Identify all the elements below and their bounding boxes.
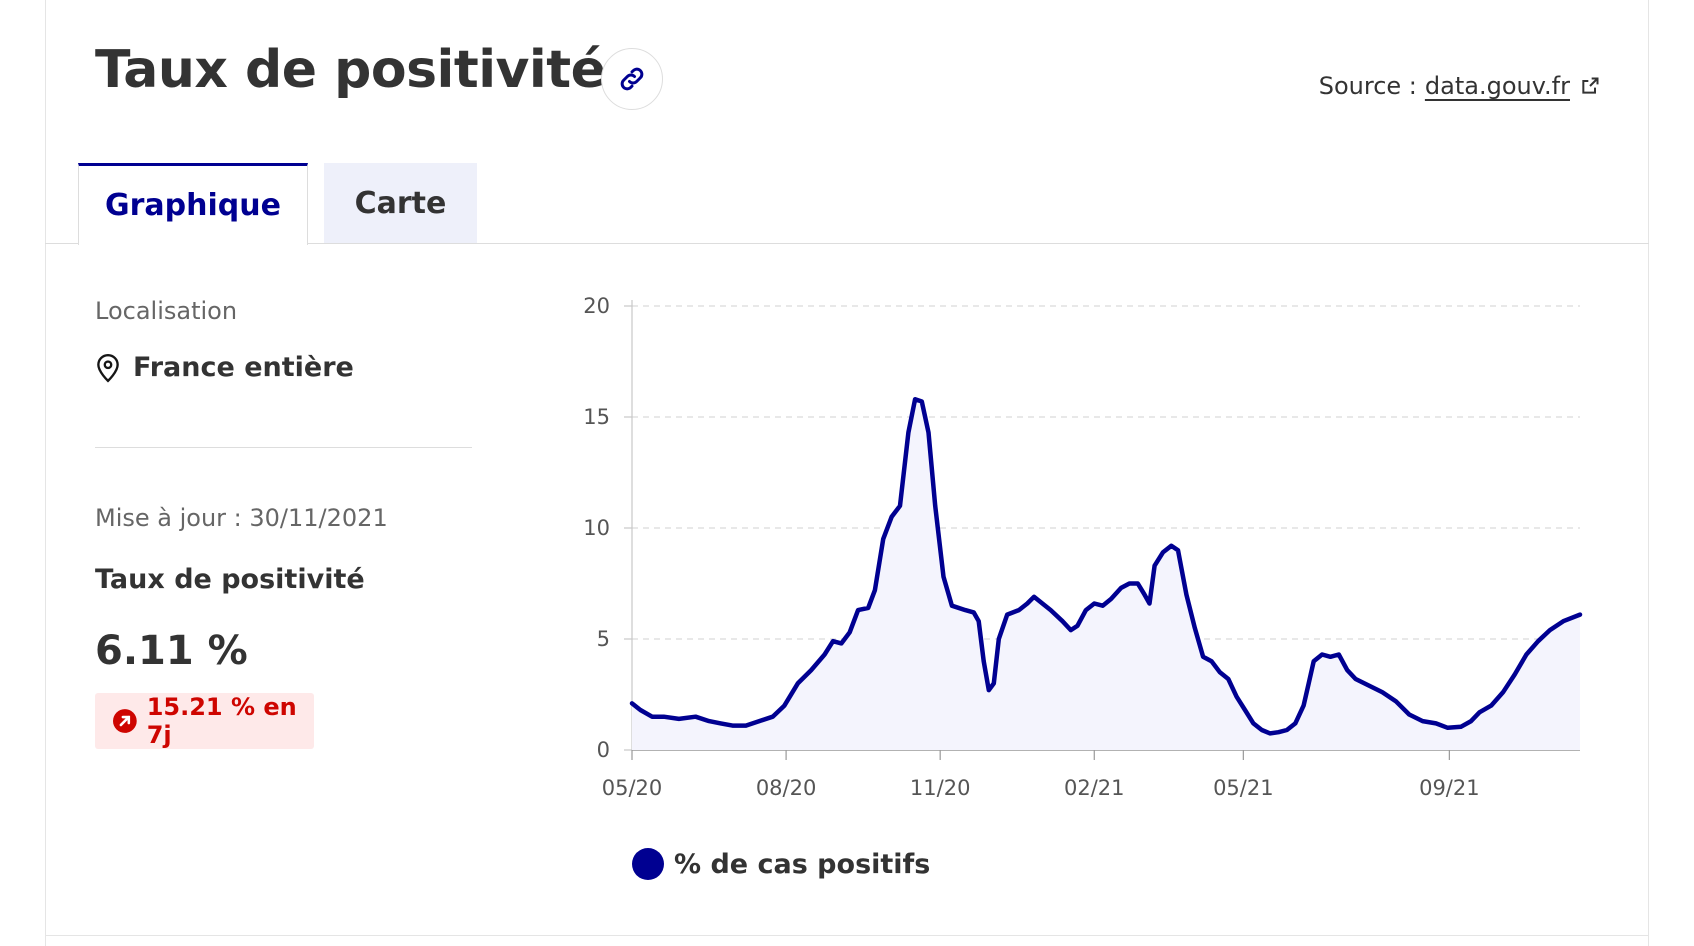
- page-title: Taux de positivité: [95, 40, 606, 100]
- y-tick-label: 10: [583, 516, 610, 540]
- source-link-text: data.gouv.fr: [1424, 72, 1570, 100]
- tabs-baseline: [45, 243, 1649, 244]
- series-line: [629, 396, 1583, 736]
- map-pin-icon: [97, 353, 119, 382]
- x-tick-label: 08/20: [756, 776, 817, 800]
- legend-swatch: [632, 848, 664, 880]
- sidebar-divider: [95, 447, 472, 448]
- card-bottom-border: [45, 935, 1649, 936]
- source-attribution: Source : data.gouv.fr: [1319, 72, 1600, 100]
- copy-link-button[interactable]: [601, 48, 663, 110]
- location-selector[interactable]: France entière: [95, 352, 354, 383]
- x-tick-label: 09/21: [1419, 776, 1480, 800]
- x-tick-label: 05/21: [1213, 776, 1274, 800]
- y-tick-label: 15: [583, 405, 610, 429]
- indicator-card: [45, 0, 1649, 946]
- link-icon: [620, 67, 644, 91]
- x-tick-label: 02/21: [1064, 776, 1125, 800]
- trend-badge: 15.21 % en 7j: [95, 693, 314, 749]
- tab-graphique[interactable]: Graphique: [78, 163, 308, 245]
- y-tick-label: 5: [597, 627, 610, 651]
- indicator-label: Taux de positivité: [95, 564, 365, 595]
- source-link[interactable]: data.gouv.fr: [1425, 72, 1600, 100]
- legend-label: % de cas positifs: [674, 849, 930, 880]
- y-tick-label: 20: [583, 294, 610, 318]
- arrow-up-right-icon: [113, 709, 137, 733]
- y-tick-label: 0: [597, 738, 610, 762]
- indicator-value: 6.11 %: [95, 628, 248, 674]
- location-value: France entière: [133, 352, 354, 383]
- x-tick-label: 11/20: [910, 776, 971, 800]
- location-label: Localisation: [95, 297, 238, 325]
- x-tick-label: 05/20: [602, 776, 663, 800]
- trend-text: 15.21 % en 7j: [146, 693, 297, 749]
- tab-carte[interactable]: Carte: [324, 163, 477, 243]
- external-link-icon: [1582, 77, 1599, 94]
- series-area: [632, 399, 1580, 750]
- update-date: Mise à jour : 30/11/2021: [95, 504, 388, 532]
- source-label: Source :: [1318, 72, 1417, 100]
